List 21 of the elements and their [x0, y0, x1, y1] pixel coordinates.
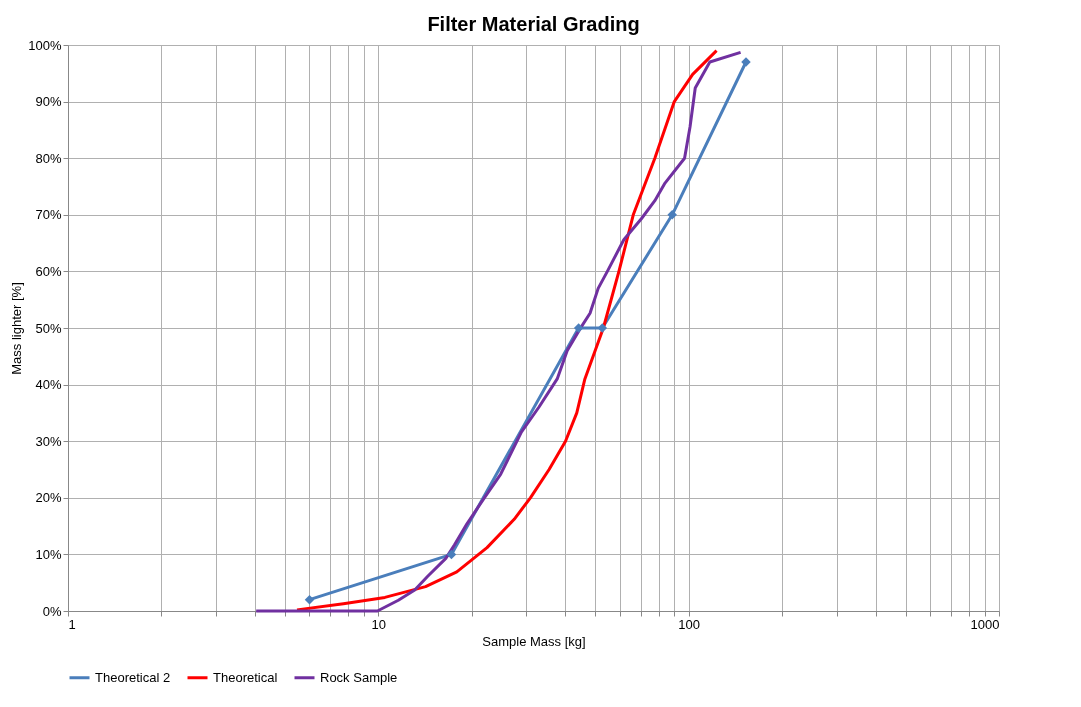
y-tick-label: 80%: [35, 150, 62, 166]
legend-label: Theoretical: [213, 669, 278, 685]
y-axis-title: Mass lighter [%]: [9, 282, 25, 375]
y-tick-label: 0%: [42, 603, 62, 619]
y-tick-label: 40%: [35, 377, 62, 393]
legend-label: Rock Sample: [320, 669, 398, 685]
x-tick-label: 1000: [970, 616, 1000, 632]
x-tick-label: 100: [678, 616, 701, 632]
y-tick-label: 60%: [35, 263, 62, 279]
x-tick-label: 10: [371, 616, 387, 632]
y-tick-label: 90%: [35, 94, 62, 110]
y-tick-label: 30%: [35, 433, 62, 449]
y-tick-label: 70%: [35, 207, 62, 223]
y-tick-label: 50%: [35, 320, 62, 336]
x-axis-title: Sample Mass [kg]: [482, 633, 586, 649]
y-tick-label: 20%: [35, 490, 62, 506]
chart-title: Filter Material Grading: [427, 13, 640, 35]
y-tick-label: 100%: [28, 37, 62, 53]
y-tick-label: 10%: [35, 546, 62, 562]
legend-label: Theoretical 2: [95, 669, 171, 685]
x-tick-label: 1: [68, 616, 76, 632]
